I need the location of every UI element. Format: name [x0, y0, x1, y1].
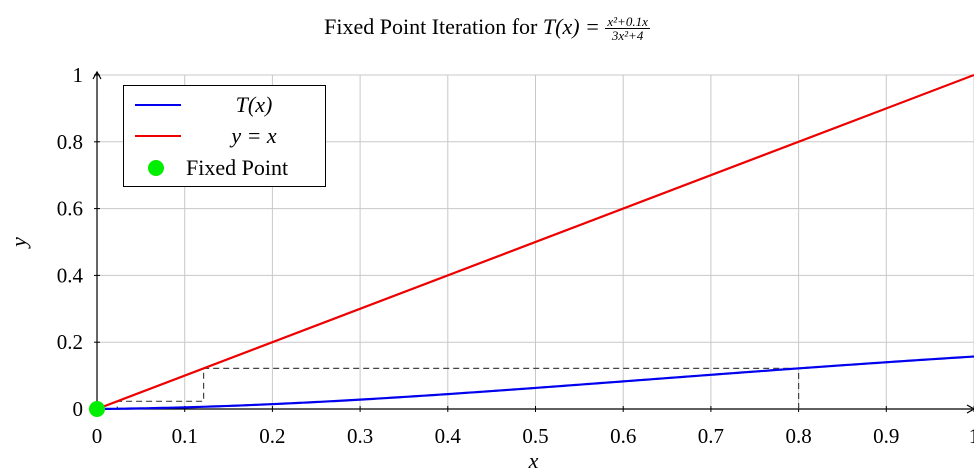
legend-item-tx: T(x) — [124, 91, 325, 119]
legend-swatch-tx — [135, 104, 181, 106]
y-axis-arrow — [92, 70, 102, 80]
x-tick-label: 0.1 — [172, 424, 198, 448]
y-tick-label: 0.4 — [57, 263, 84, 287]
series-line-yx — [96, 73, 974, 411]
legend: T(x) y = x Fixed Point — [123, 85, 326, 187]
chart-title: Fixed Point Iteration for T(x) = x²+0.1x… — [0, 14, 974, 42]
legend-item-fixed-point: Fixed Point — [124, 154, 325, 182]
series-lines — [96, 73, 974, 411]
x-tick-label: 0.9 — [873, 424, 899, 448]
x-tick-label: 0.4 — [435, 424, 462, 448]
x-axis-arrow — [966, 404, 974, 414]
title-denominator: 3x²+4 — [611, 28, 644, 44]
legend-label-yx: y = x — [231, 123, 277, 148]
y-tick-label: 0.2 — [57, 330, 83, 354]
y-axis-label: y — [6, 237, 31, 249]
fixed-point-markers — [89, 401, 105, 417]
x-tick-label: 0.3 — [347, 424, 373, 448]
y-tick-label: 0.6 — [57, 197, 83, 221]
x-tick-label: 1 — [969, 424, 974, 448]
x-tick-label: 0 — [92, 424, 103, 448]
legend-item-yx: y = x — [124, 122, 325, 150]
title-fraction: x²+0.1x 3x²+4 — [605, 14, 650, 44]
y-tick-label: 0.8 — [57, 130, 83, 154]
y-tick-label: 0 — [73, 397, 84, 421]
x-tick-label: 0.7 — [698, 424, 724, 448]
series-line-tx — [96, 355, 974, 411]
fixed-point-marker — [89, 401, 105, 417]
x-tick-label: 0.5 — [522, 424, 548, 448]
legend-swatch-fixed-point — [148, 160, 164, 176]
tick-labels: 0 0.1 0.2 0.3 0.4 0.5 0.6 0.7 0.8 0.9 1 0 0.2 0.4 0.6 0… — [57, 63, 974, 448]
x-axis-label: x — [528, 448, 539, 473]
x-tick-label: 0.8 — [785, 424, 811, 448]
y-tick-label: 1 — [73, 63, 84, 87]
legend-swatch-yx — [135, 135, 181, 137]
axes — [92, 70, 974, 414]
title-function: T(x) = — [542, 14, 600, 39]
legend-label-tx: T(x) — [235, 92, 273, 117]
x-tick-label: 0.2 — [259, 424, 285, 448]
title-numerator: x²+0.1x — [605, 14, 650, 30]
legend-label-fixed-point: Fixed Point — [186, 155, 289, 180]
title-prefix: Fixed Point Iteration for — [324, 14, 538, 39]
x-tick-label: 0.6 — [610, 424, 636, 448]
